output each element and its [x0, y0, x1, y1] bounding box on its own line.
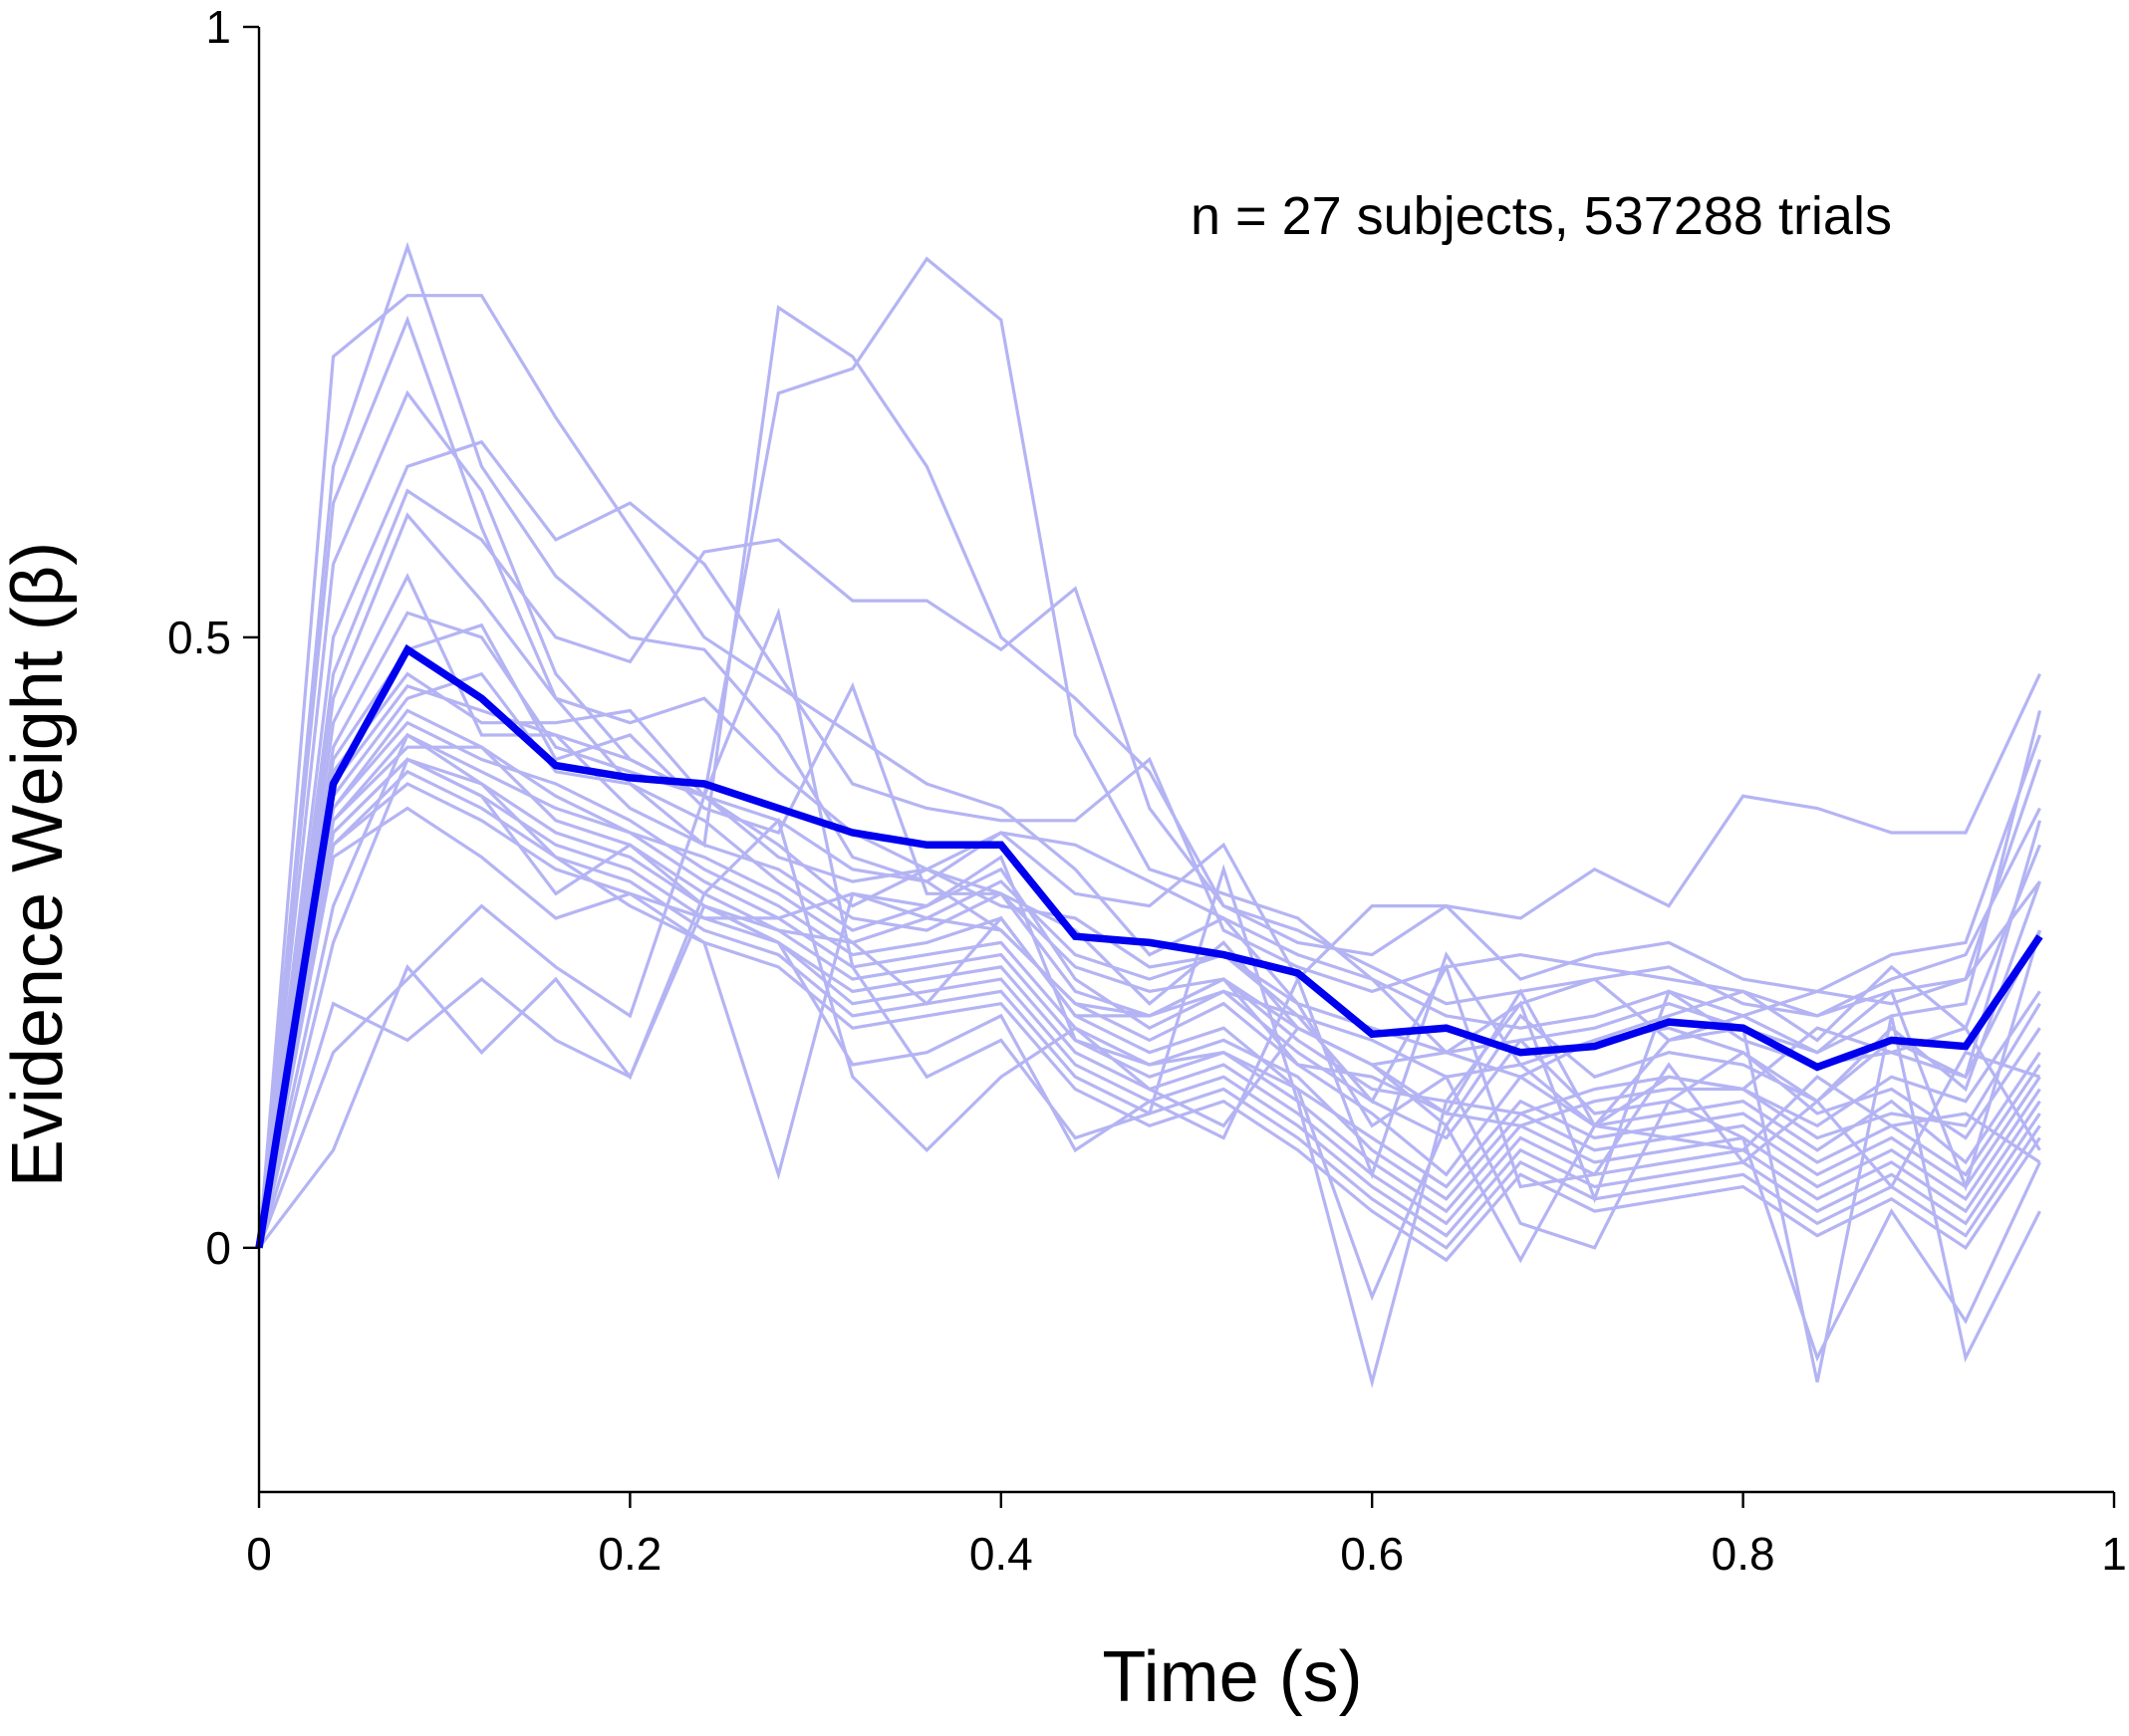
subject-line-26	[257, 607, 2042, 1388]
subject-line-13	[257, 671, 2041, 1249]
y-tick-label: 0.5	[167, 612, 231, 663]
subject-line-24	[257, 757, 2040, 1249]
y-tick-label: 0	[205, 1222, 231, 1274]
x-tick-label: 0	[246, 1528, 272, 1580]
subject-line-23	[257, 732, 2041, 1302]
x-ticks: 0 0.2 0.4 0.6 0.8 1	[246, 1492, 2127, 1580]
subject-line-22	[257, 806, 2041, 1363]
subject-line-7	[257, 512, 2041, 1249]
x-tick-label: 0.6	[1340, 1528, 1404, 1580]
y-axis-label: Evidence Weight (β)	[0, 542, 78, 1187]
y-tick-label: 1	[205, 1, 231, 53]
x-tick-label: 0.8	[1712, 1528, 1775, 1580]
subject-line-15	[257, 720, 2041, 1249]
axes	[257, 27, 2114, 1494]
subject-line-4	[257, 256, 2042, 1248]
subject-line-10	[257, 622, 2041, 1249]
x-axis-label: Time (s)	[1102, 1637, 1362, 1717]
x-tick-label: 1	[2101, 1528, 2127, 1580]
mean-line	[255, 643, 2043, 1249]
mean-line-group	[255, 643, 2043, 1249]
subject-line-2	[257, 241, 2042, 1248]
subject-line-27	[257, 817, 2041, 1249]
annotation-text: n = 27 subjects, 537288 trials	[1191, 186, 1892, 246]
subject-line-21	[257, 782, 2041, 1263]
y-ticks: 00.51	[167, 1, 259, 1274]
x-tick-label: 0.4	[969, 1528, 1033, 1580]
x-tick-label: 0.2	[598, 1528, 662, 1580]
subject-line-14	[257, 708, 2041, 1249]
subject-line-6	[257, 488, 2042, 1249]
subject-lines	[257, 241, 2042, 1388]
